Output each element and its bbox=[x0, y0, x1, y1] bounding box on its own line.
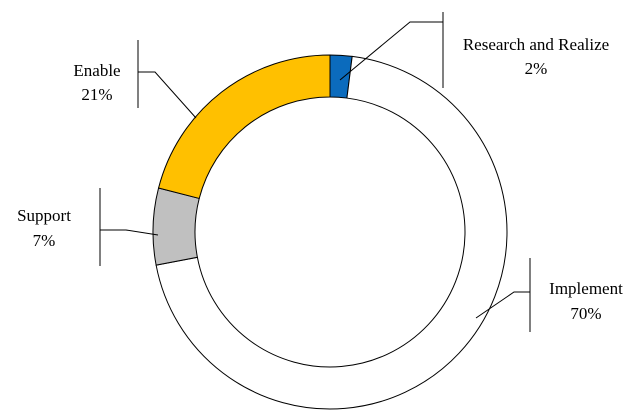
slice-value-support: 7% bbox=[33, 231, 56, 250]
slice-label-enable: Enable bbox=[73, 61, 120, 80]
leader-implement bbox=[475, 258, 531, 332]
slice-value-implement: 70% bbox=[570, 304, 601, 323]
slice-value-enable: 21% bbox=[81, 85, 112, 104]
leader-enable bbox=[137, 40, 197, 119]
slice-support bbox=[152, 187, 200, 266]
leader-support bbox=[99, 188, 159, 266]
leader-research-and-realize bbox=[339, 12, 444, 88]
slice-value-research-and-realize: 2% bbox=[525, 59, 548, 78]
slice-label-research-and-realize: Research and Realize bbox=[463, 35, 609, 54]
slice-implement bbox=[155, 55, 508, 410]
donut-slices bbox=[152, 54, 508, 410]
slice-label-support: Support bbox=[17, 206, 71, 225]
slice-enable bbox=[157, 54, 331, 200]
slice-label-implement: Implement bbox=[549, 279, 623, 298]
